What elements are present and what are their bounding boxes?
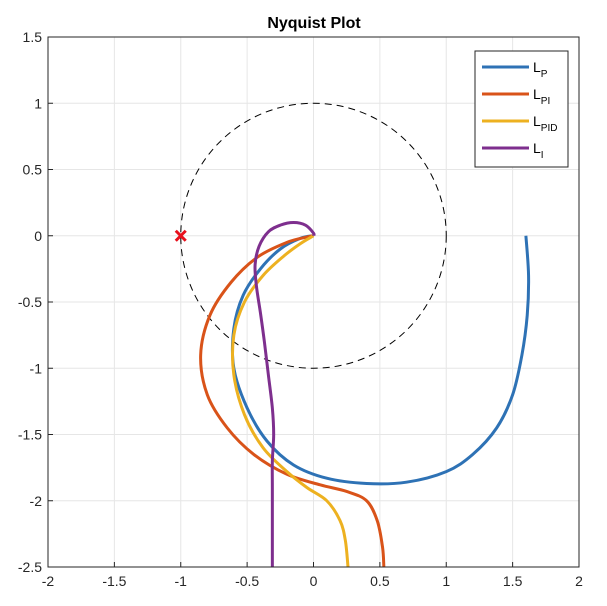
x-tick-label: 0 [310, 573, 318, 589]
x-tick-label: -1.5 [102, 573, 126, 589]
legend-label: LPI [533, 86, 550, 107]
y-tick-label: -0.5 [18, 294, 42, 310]
legend-label-subscript: PI [541, 96, 550, 107]
y-tick-label: 0.5 [23, 162, 43, 178]
series-line-l-i [253, 221, 316, 567]
legend-label: LPID [533, 113, 557, 134]
legend-label: LP [533, 59, 548, 80]
x-tick-label: -0.5 [235, 573, 259, 589]
critical-point-marker [174, 229, 187, 242]
y-tick-label: -1 [30, 360, 43, 376]
y-tick-label: 1.5 [23, 29, 43, 45]
legend-label-subscript: P [541, 69, 548, 80]
legend-label-main: L [533, 59, 541, 75]
y-tick-label: -1.5 [18, 427, 42, 443]
y-tick-label: 1 [34, 95, 42, 111]
x-tick-label: 1.5 [503, 573, 523, 589]
legend-label: LI [533, 140, 544, 161]
x-tick-label: -2 [42, 573, 55, 589]
plot-area: -2 -1.5 -1 -0.5 0 0.5 1 1.5 2 1.5 1 0.5 0 -0.5 -1 -1.5 -… [18, 29, 583, 589]
series-line-l-pi [199, 234, 386, 567]
y-tick-label: -2 [30, 493, 43, 509]
x-tick-label: 1 [442, 573, 450, 589]
legend-label-main: L [533, 86, 541, 102]
legend-label-main: L [533, 140, 541, 156]
clipped-series-layer [180, 102, 531, 567]
x-tick-label: 2 [575, 573, 583, 589]
chart-title: Nyquist Plot [267, 15, 361, 32]
unit-circle [180, 102, 447, 369]
y-tick-label: -2.5 [18, 559, 42, 575]
legend-label-subscript: I [541, 150, 544, 161]
legend-label-subscript: PID [541, 123, 558, 134]
legend-label-main: L [533, 113, 541, 129]
y-tick-label: 0 [34, 228, 42, 244]
axes-box [47, 36, 580, 568]
x-tick-label: 0.5 [370, 573, 390, 589]
series-line-l-pid [231, 234, 350, 567]
x-tick-label: -1 [175, 573, 188, 589]
